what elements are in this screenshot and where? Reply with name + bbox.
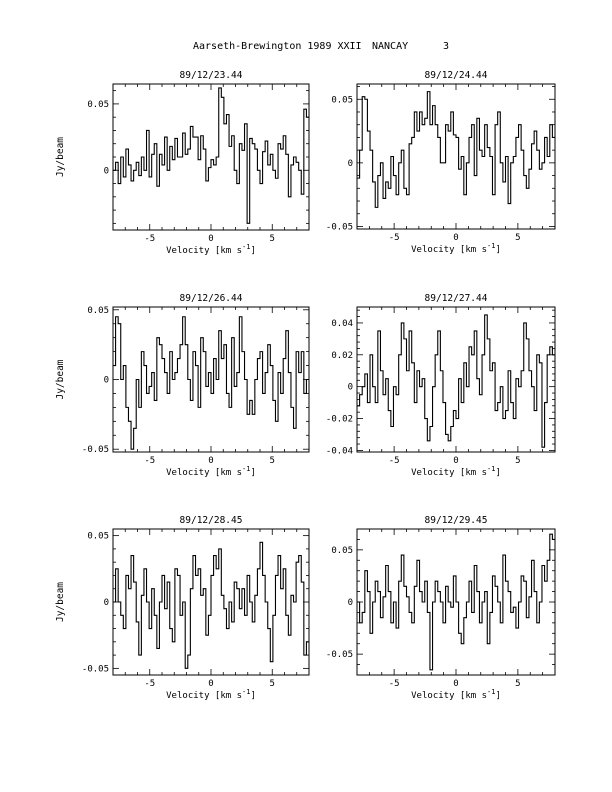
panel-title: 89/12/26.44 <box>180 293 243 304</box>
x-tick-label: 0 <box>208 679 213 689</box>
x-tick-label: 5 <box>515 679 520 689</box>
x-tick-label: 0 <box>453 456 458 466</box>
figure-page-number: 3 <box>443 41 449 52</box>
x-axis-label: Velocity [km s-1] <box>166 688 256 701</box>
plot-frame <box>356 83 556 230</box>
panel-title: 89/12/23.44 <box>180 70 243 81</box>
spectrum-panel-2: 89/12/24.44 -5 0 5 0.05 0 -0.05 Velocity [km s-… <box>326 70 556 255</box>
x-tick-label: -5 <box>389 456 400 466</box>
y-tick-label: -0.04 <box>326 446 353 456</box>
spectrum-trace <box>357 91 555 208</box>
y-tick-label: 0.05 <box>331 546 353 556</box>
spectrum-trace <box>357 314 555 448</box>
panel-title: 89/12/29.45 <box>425 515 488 526</box>
x-tick-label: -5 <box>144 679 155 689</box>
y-tick-label: 0.04 <box>331 319 353 329</box>
y-tick-label: -0.05 <box>82 445 109 455</box>
spectrum-trace <box>113 541 309 669</box>
x-tick-label: -5 <box>144 234 155 244</box>
y-tick-label: -0.02 <box>326 415 353 425</box>
y-tick-label: 0.05 <box>331 95 353 105</box>
y-tick-label: 0.05 <box>87 100 109 110</box>
spectrum-panel-4: 89/12/27.44 -5 0 5 0.04 0.02 0 -0.02 -0.04 Veloci… <box>326 293 556 478</box>
x-axis-label: Velocity [km s-1] <box>411 688 501 701</box>
spectrum-trace <box>357 533 555 671</box>
x-axis-label: Velocity [km s-1] <box>411 242 501 255</box>
y-tick-label: -0.05 <box>326 222 353 232</box>
x-axis-label: Velocity [km s-1] <box>166 243 256 256</box>
x-tick-label: 5 <box>270 234 275 244</box>
y-axis-label: Jy/beam <box>55 137 66 177</box>
x-axis-label: Velocity [km s-1] <box>166 465 256 478</box>
y-tick-label: 0 <box>104 166 109 176</box>
x-axis-label: Velocity [km s-1] <box>411 465 501 478</box>
x-tick-label: 5 <box>270 679 275 689</box>
spectrum-panel-6: 89/12/29.45 -5 0 5 0.05 0 -0.05 Velocity [km s-… <box>326 515 556 701</box>
panel-title: 89/12/24.44 <box>425 70 488 81</box>
x-tick-label: 5 <box>515 456 520 466</box>
x-tick-label: -5 <box>389 679 400 689</box>
y-tick-label: 0.05 <box>87 306 109 316</box>
y-tick-label: 0.02 <box>331 351 353 361</box>
y-axis-label: Jy/beam <box>55 359 66 399</box>
y-tick-label: 0 <box>348 159 353 169</box>
spectrum-trace <box>113 316 309 450</box>
x-tick-label: 0 <box>208 456 213 466</box>
spectrum-panel-3: 89/12/26.44 -5 0 5 0.05 0 -0.05 Velocity [km s-… <box>55 293 310 478</box>
y-tick-label: -0.05 <box>82 664 109 674</box>
x-tick-label: 5 <box>515 233 520 243</box>
y-axis-label: Jy/beam <box>55 582 66 622</box>
x-tick-label: 0 <box>453 679 458 689</box>
y-tick-label: 0 <box>104 598 109 608</box>
figure-title: Aarseth-Brewington 1989 XXII <box>193 41 362 52</box>
spectrum-panel-5: 89/12/28.45 -5 0 5 0.05 0 -0.05 Velocity [km s-… <box>55 515 310 701</box>
x-tick-label: -5 <box>144 456 155 466</box>
panel-title: 89/12/28.45 <box>180 515 243 526</box>
panel-title: 89/12/27.44 <box>425 293 488 304</box>
x-tick-label: 5 <box>270 456 275 466</box>
figure-header: Aarseth-Brewington 1989 XXII NANCAY 3 <box>193 41 449 52</box>
y-tick-label: 0.05 <box>87 532 109 542</box>
plot-frame <box>356 306 556 453</box>
y-tick-label: 0 <box>348 598 353 608</box>
figure-site: NANCAY <box>372 41 408 52</box>
spectrum-trace <box>113 87 309 224</box>
x-tick-label: 0 <box>208 234 213 244</box>
y-tick-label: -0.05 <box>326 650 353 660</box>
y-tick-label: 0 <box>348 383 353 393</box>
y-tick-label: 0 <box>104 376 109 386</box>
x-tick-label: -5 <box>389 233 400 243</box>
x-tick-label: 0 <box>453 233 458 243</box>
